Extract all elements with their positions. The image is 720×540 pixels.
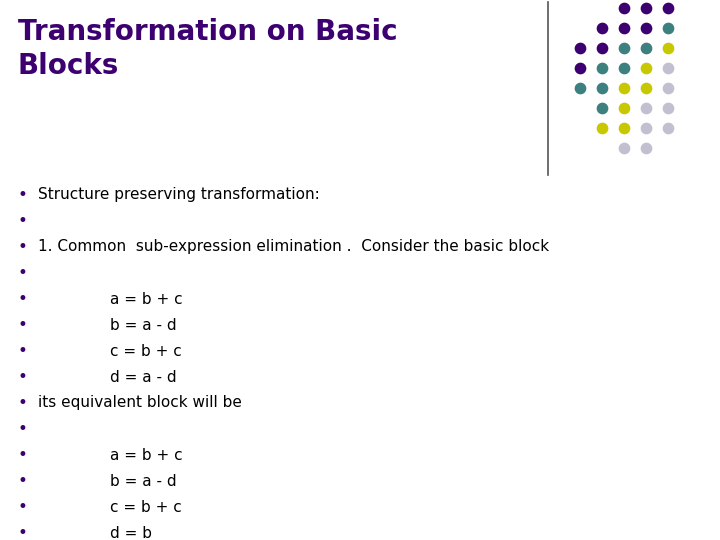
Text: c = b + c: c = b + c [110, 343, 181, 359]
Point [662, 44, 674, 52]
Point [596, 64, 608, 72]
Text: •: • [18, 368, 28, 386]
Text: b = a - d: b = a - d [110, 318, 176, 333]
Point [640, 4, 652, 12]
Text: a = b + c: a = b + c [110, 448, 183, 462]
Text: •: • [18, 524, 28, 540]
Point [618, 24, 630, 32]
Text: •: • [18, 394, 28, 412]
Text: Structure preserving transformation:: Structure preserving transformation: [38, 187, 320, 202]
Point [662, 64, 674, 72]
Text: d = b: d = b [110, 525, 152, 540]
Point [618, 144, 630, 152]
Point [618, 84, 630, 92]
Point [618, 124, 630, 132]
Text: •: • [18, 264, 28, 282]
Point [575, 64, 586, 72]
Point [596, 124, 608, 132]
Point [596, 44, 608, 52]
Point [640, 124, 652, 132]
Text: 1. Common  sub-expression elimination .  Consider the basic block: 1. Common sub-expression elimination . C… [38, 240, 549, 254]
Point [662, 84, 674, 92]
Text: •: • [18, 186, 28, 204]
Text: •: • [18, 446, 28, 464]
Text: •: • [18, 316, 28, 334]
Text: Transformation on Basic
Blocks: Transformation on Basic Blocks [18, 18, 397, 79]
Text: •: • [18, 212, 28, 230]
Text: •: • [18, 472, 28, 490]
Point [618, 4, 630, 12]
Point [640, 64, 652, 72]
Point [640, 44, 652, 52]
Point [618, 64, 630, 72]
Point [618, 104, 630, 112]
Point [618, 44, 630, 52]
Text: •: • [18, 498, 28, 516]
Text: •: • [18, 238, 28, 256]
Point [575, 84, 586, 92]
Point [596, 104, 608, 112]
Point [596, 24, 608, 32]
Point [596, 84, 608, 92]
Text: •: • [18, 342, 28, 360]
Point [640, 144, 652, 152]
Text: d = a - d: d = a - d [110, 369, 176, 384]
Text: a = b + c: a = b + c [110, 292, 183, 307]
Text: •: • [18, 420, 28, 438]
Text: c = b + c: c = b + c [110, 500, 181, 515]
Point [640, 24, 652, 32]
Point [640, 104, 652, 112]
Point [662, 124, 674, 132]
Text: b = a - d: b = a - d [110, 474, 176, 489]
Point [640, 84, 652, 92]
Point [662, 24, 674, 32]
Point [662, 104, 674, 112]
Point [662, 4, 674, 12]
Point [575, 44, 586, 52]
Text: •: • [18, 290, 28, 308]
Text: its equivalent block will be: its equivalent block will be [38, 395, 242, 410]
